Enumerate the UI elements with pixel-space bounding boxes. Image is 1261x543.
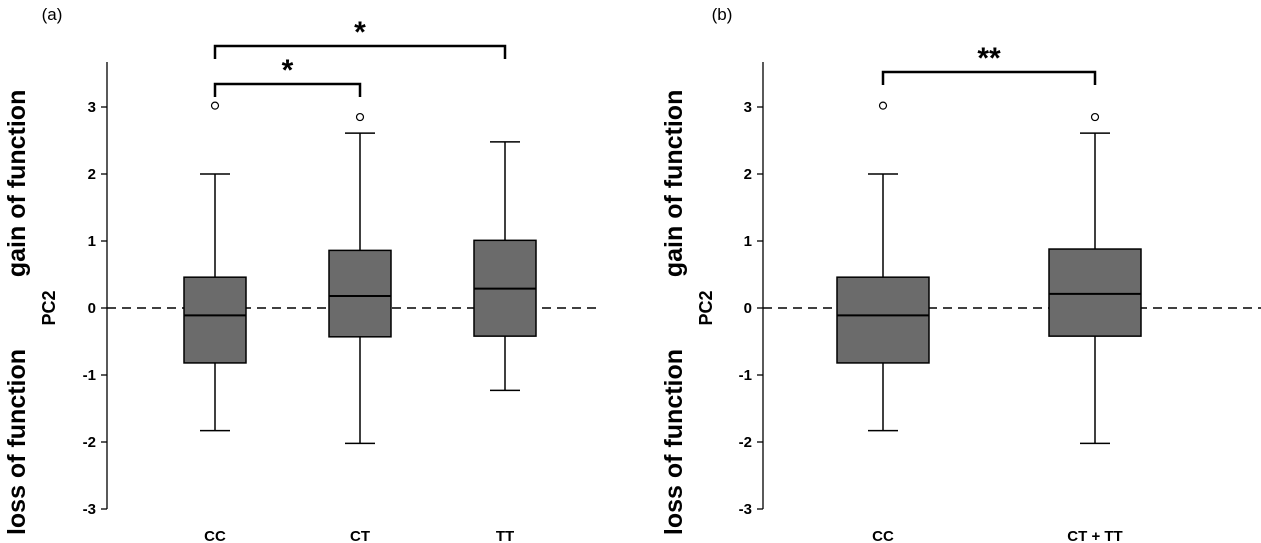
outlier-point <box>355 112 365 122</box>
box-tt <box>473 141 537 392</box>
panel-label: (b) <box>712 5 733 24</box>
y-tick-label: 1 <box>88 233 96 250</box>
outlier-point <box>210 101 220 110</box>
box-cc <box>183 101 247 432</box>
y-tick-label: -3 <box>739 501 752 518</box>
y-tick-label: -2 <box>739 434 752 451</box>
significance-bracket: ** <box>881 42 1097 85</box>
y-tick-label: 0 <box>744 300 752 317</box>
box-cc <box>836 101 930 432</box>
y-tick-label: -3 <box>83 501 96 518</box>
x-category-label: CC <box>204 528 226 543</box>
significance-marker: * <box>282 54 294 87</box>
panel-a: (a) -3 -2 -1 0 1 2 3 PC2 gain of function loss of … <box>3 5 597 543</box>
box-iqr <box>183 276 247 364</box>
panel-label: (a) <box>42 5 63 24</box>
bracket-line <box>881 70 1097 85</box>
side-label-upper: gain of function <box>3 90 31 277</box>
x-category-label: CC <box>872 528 894 543</box>
y-tick-label: 2 <box>744 166 752 183</box>
y-axis-title: PC2 <box>696 290 716 325</box>
outlier-point <box>1090 112 1100 122</box>
box-ct <box>328 112 392 445</box>
significance-bracket: * <box>213 54 362 97</box>
x-category-label: TT <box>496 528 514 543</box>
side-label-lower: loss of function <box>660 349 688 535</box>
box-iqr <box>1048 248 1142 337</box>
significance-marker: ** <box>977 42 1001 75</box>
panel-b: (b) -3 -2 -1 0 1 2 3 PC2 gain of function loss of … <box>660 5 1261 543</box>
y-tick-label: 2 <box>88 166 96 183</box>
x-category-label: CT + TT <box>1067 528 1122 543</box>
y-tick-label: 0 <box>88 300 96 317</box>
bracket-line <box>213 82 362 97</box>
box-iqr <box>836 276 930 364</box>
outlier-point <box>878 101 888 110</box>
significance-marker: * <box>354 16 366 49</box>
y-tick-label: 3 <box>744 99 752 116</box>
y-tick-label: 1 <box>744 233 752 250</box>
y-tick-label: -1 <box>739 367 752 384</box>
y-tick-label: -2 <box>83 434 96 451</box>
significance-bracket: * <box>213 16 507 59</box>
side-label-upper: gain of function <box>660 90 688 277</box>
y-tick-label: -1 <box>83 367 96 384</box>
side-label-lower: loss of function <box>3 349 31 535</box>
x-category-label: CT <box>350 528 370 543</box>
bracket-line <box>213 44 507 59</box>
y-tick-label: 3 <box>88 99 96 116</box>
y-axis-title: PC2 <box>39 290 59 325</box>
box-iqr <box>328 249 392 338</box>
box-ct-tt <box>1048 112 1142 445</box>
